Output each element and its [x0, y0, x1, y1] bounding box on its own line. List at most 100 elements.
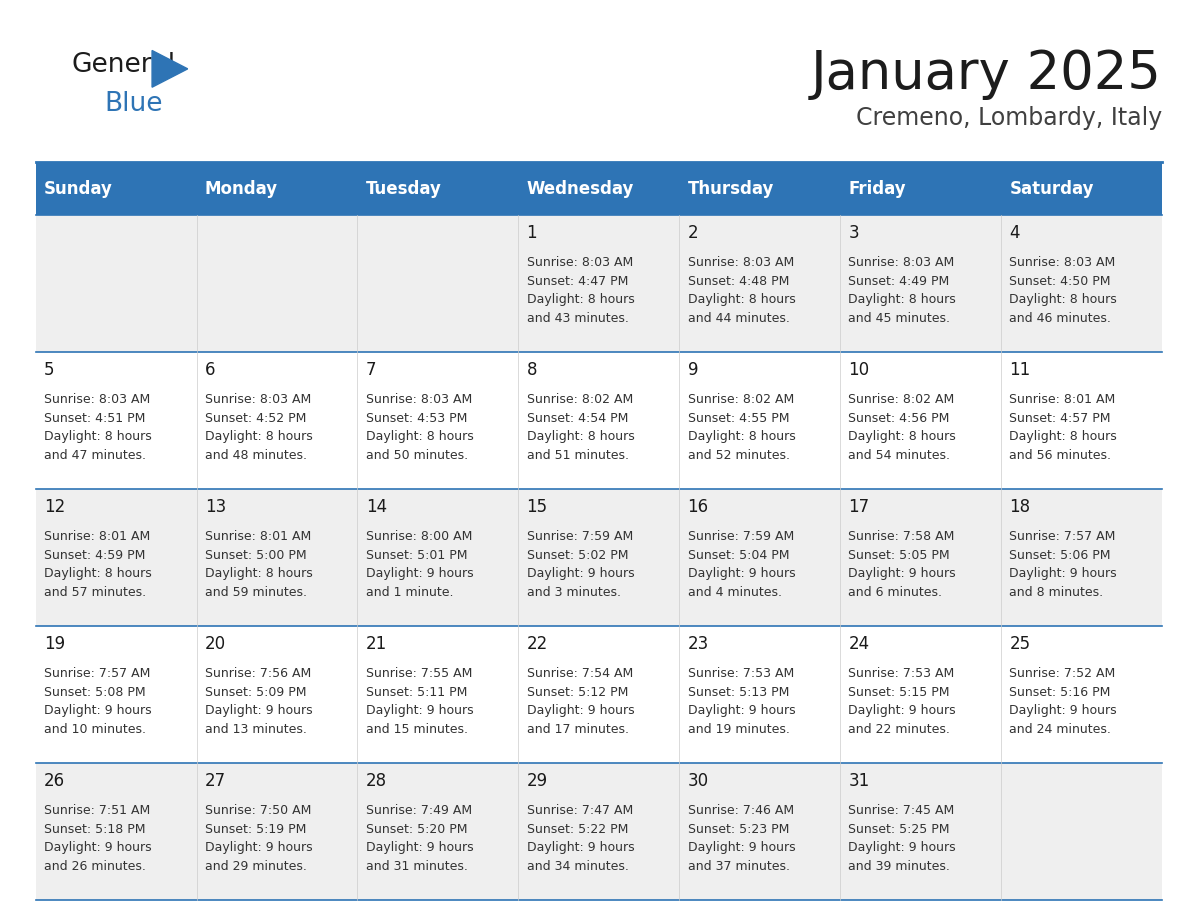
- Text: Sunset: 4:55 PM: Sunset: 4:55 PM: [688, 411, 789, 425]
- Text: Cremeno, Lombardy, Italy: Cremeno, Lombardy, Italy: [855, 106, 1162, 129]
- Text: Sunset: 4:57 PM: Sunset: 4:57 PM: [1010, 411, 1111, 425]
- Text: Sunset: 4:52 PM: Sunset: 4:52 PM: [204, 411, 307, 425]
- Text: Sunrise: 8:01 AM: Sunrise: 8:01 AM: [204, 530, 311, 543]
- Text: and 22 minutes.: and 22 minutes.: [848, 723, 950, 736]
- Text: Sunrise: 8:03 AM: Sunrise: 8:03 AM: [44, 393, 150, 406]
- Text: Sunset: 4:51 PM: Sunset: 4:51 PM: [44, 411, 145, 425]
- Text: and 29 minutes.: and 29 minutes.: [204, 860, 307, 873]
- Text: 1: 1: [526, 224, 537, 242]
- Text: Sunrise: 7:50 AM: Sunrise: 7:50 AM: [204, 804, 311, 817]
- Text: and 8 minutes.: and 8 minutes.: [1010, 586, 1104, 599]
- Bar: [36, 763, 1162, 900]
- Text: Daylight: 8 hours: Daylight: 8 hours: [204, 567, 312, 580]
- Text: and 44 minutes.: and 44 minutes.: [688, 312, 789, 325]
- Text: Sunrise: 8:02 AM: Sunrise: 8:02 AM: [526, 393, 633, 406]
- Text: Sunset: 5:00 PM: Sunset: 5:00 PM: [204, 549, 307, 562]
- Text: Daylight: 9 hours: Daylight: 9 hours: [366, 841, 473, 855]
- Text: Daylight: 9 hours: Daylight: 9 hours: [204, 841, 312, 855]
- Text: Daylight: 9 hours: Daylight: 9 hours: [526, 841, 634, 855]
- Text: 5: 5: [44, 361, 55, 379]
- Text: 22: 22: [526, 635, 548, 653]
- Text: and 4 minutes.: and 4 minutes.: [688, 586, 782, 599]
- Text: 26: 26: [44, 772, 65, 789]
- Text: and 56 minutes.: and 56 minutes.: [1010, 449, 1111, 462]
- Text: Sunset: 5:18 PM: Sunset: 5:18 PM: [44, 823, 145, 835]
- Text: Daylight: 9 hours: Daylight: 9 hours: [1010, 567, 1117, 580]
- Bar: [36, 626, 1162, 763]
- Text: and 13 minutes.: and 13 minutes.: [204, 723, 307, 736]
- Text: and 17 minutes.: and 17 minutes.: [526, 723, 628, 736]
- Text: Wednesday: Wednesday: [526, 180, 634, 197]
- Text: Sunrise: 8:03 AM: Sunrise: 8:03 AM: [848, 256, 955, 269]
- Text: and 15 minutes.: and 15 minutes.: [366, 723, 468, 736]
- Text: Daylight: 9 hours: Daylight: 9 hours: [848, 841, 956, 855]
- Text: Daylight: 9 hours: Daylight: 9 hours: [1010, 704, 1117, 717]
- Text: Sunset: 5:01 PM: Sunset: 5:01 PM: [366, 549, 467, 562]
- Text: Sunrise: 8:03 AM: Sunrise: 8:03 AM: [366, 393, 472, 406]
- Text: Daylight: 8 hours: Daylight: 8 hours: [526, 431, 634, 443]
- Text: Daylight: 9 hours: Daylight: 9 hours: [204, 704, 312, 717]
- Text: and 39 minutes.: and 39 minutes.: [848, 860, 950, 873]
- Text: Daylight: 8 hours: Daylight: 8 hours: [526, 294, 634, 307]
- Text: Sunset: 4:49 PM: Sunset: 4:49 PM: [848, 274, 949, 287]
- Text: Sunset: 5:05 PM: Sunset: 5:05 PM: [848, 549, 950, 562]
- Text: Daylight: 9 hours: Daylight: 9 hours: [688, 567, 795, 580]
- Text: 12: 12: [44, 498, 65, 516]
- Text: Sunset: 5:12 PM: Sunset: 5:12 PM: [526, 686, 628, 699]
- Text: Friday: Friday: [848, 180, 906, 197]
- Text: Sunset: 5:25 PM: Sunset: 5:25 PM: [848, 823, 950, 835]
- Text: Sunset: 5:09 PM: Sunset: 5:09 PM: [204, 686, 307, 699]
- Text: Thursday: Thursday: [688, 180, 773, 197]
- Text: Daylight: 9 hours: Daylight: 9 hours: [366, 704, 473, 717]
- Text: Sunrise: 7:53 AM: Sunrise: 7:53 AM: [688, 666, 794, 680]
- Text: Sunset: 5:22 PM: Sunset: 5:22 PM: [526, 823, 628, 835]
- Text: Daylight: 8 hours: Daylight: 8 hours: [204, 431, 312, 443]
- Text: Sunrise: 7:51 AM: Sunrise: 7:51 AM: [44, 804, 150, 817]
- Text: 17: 17: [848, 498, 870, 516]
- Text: and 24 minutes.: and 24 minutes.: [1010, 723, 1111, 736]
- Text: Daylight: 9 hours: Daylight: 9 hours: [688, 704, 795, 717]
- Text: Daylight: 8 hours: Daylight: 8 hours: [848, 294, 956, 307]
- Text: Daylight: 9 hours: Daylight: 9 hours: [44, 841, 152, 855]
- Text: and 34 minutes.: and 34 minutes.: [526, 860, 628, 873]
- Text: Daylight: 8 hours: Daylight: 8 hours: [848, 431, 956, 443]
- Text: and 43 minutes.: and 43 minutes.: [526, 312, 628, 325]
- Text: and 47 minutes.: and 47 minutes.: [44, 449, 146, 462]
- Bar: [36, 352, 1162, 488]
- Text: and 46 minutes.: and 46 minutes.: [1010, 312, 1111, 325]
- Text: Sunset: 4:50 PM: Sunset: 4:50 PM: [1010, 274, 1111, 287]
- Text: and 26 minutes.: and 26 minutes.: [44, 860, 146, 873]
- Text: 29: 29: [526, 772, 548, 789]
- Text: and 57 minutes.: and 57 minutes.: [44, 586, 146, 599]
- Text: Blue: Blue: [105, 91, 163, 117]
- Text: Sunday: Sunday: [44, 180, 113, 197]
- Text: 16: 16: [688, 498, 708, 516]
- Text: 20: 20: [204, 635, 226, 653]
- Text: Daylight: 9 hours: Daylight: 9 hours: [526, 704, 634, 717]
- Text: and 3 minutes.: and 3 minutes.: [526, 586, 620, 599]
- Text: and 1 minute.: and 1 minute.: [366, 586, 454, 599]
- Text: Saturday: Saturday: [1010, 180, 1094, 197]
- Text: Sunset: 5:19 PM: Sunset: 5:19 PM: [204, 823, 307, 835]
- Text: Tuesday: Tuesday: [366, 180, 442, 197]
- Text: and 45 minutes.: and 45 minutes.: [848, 312, 950, 325]
- Text: Sunrise: 8:03 AM: Sunrise: 8:03 AM: [1010, 256, 1116, 269]
- Bar: [36, 215, 1162, 352]
- Text: Sunset: 4:59 PM: Sunset: 4:59 PM: [44, 549, 145, 562]
- Text: and 54 minutes.: and 54 minutes.: [848, 449, 950, 462]
- Text: Sunset: 5:11 PM: Sunset: 5:11 PM: [366, 686, 467, 699]
- Text: and 31 minutes.: and 31 minutes.: [366, 860, 468, 873]
- Bar: [36, 488, 1162, 626]
- Text: and 48 minutes.: and 48 minutes.: [204, 449, 307, 462]
- Text: Daylight: 8 hours: Daylight: 8 hours: [44, 431, 152, 443]
- Text: 14: 14: [366, 498, 387, 516]
- Text: Sunrise: 7:52 AM: Sunrise: 7:52 AM: [1010, 666, 1116, 680]
- Text: Sunrise: 7:47 AM: Sunrise: 7:47 AM: [526, 804, 633, 817]
- Text: 9: 9: [688, 361, 699, 379]
- Text: Sunset: 4:53 PM: Sunset: 4:53 PM: [366, 411, 467, 425]
- Text: and 59 minutes.: and 59 minutes.: [204, 586, 307, 599]
- Text: Daylight: 8 hours: Daylight: 8 hours: [1010, 294, 1117, 307]
- Text: Sunrise: 7:58 AM: Sunrise: 7:58 AM: [848, 530, 955, 543]
- Text: Monday: Monday: [204, 180, 278, 197]
- Text: Sunrise: 7:59 AM: Sunrise: 7:59 AM: [526, 530, 633, 543]
